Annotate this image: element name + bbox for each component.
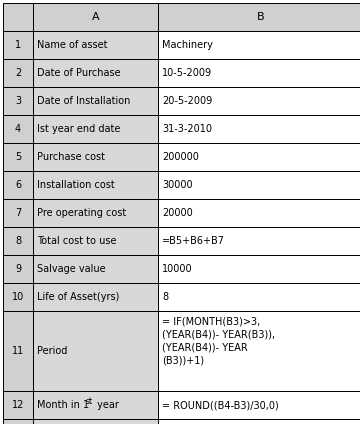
Bar xyxy=(158,59,360,87)
Text: Machinery: Machinery xyxy=(162,40,213,50)
Text: Period: Period xyxy=(37,346,67,356)
Bar xyxy=(33,199,158,227)
Text: 10000: 10000 xyxy=(162,264,193,274)
Bar xyxy=(3,391,33,419)
Bar xyxy=(33,115,158,143)
Text: Month in 1: Month in 1 xyxy=(37,400,89,410)
Bar xyxy=(3,311,33,391)
Bar xyxy=(158,87,360,115)
Text: Life of Asset(yrs): Life of Asset(yrs) xyxy=(37,292,120,302)
Text: 20-5-2009: 20-5-2009 xyxy=(162,96,212,106)
Text: 30000: 30000 xyxy=(162,180,193,190)
Text: 11: 11 xyxy=(12,346,24,356)
Text: = IF(MONTH(B3)>3,
(YEAR(B4))- YEAR(B3)),
(YEAR(B4))- YEAR
(B3))+1): = IF(MONTH(B3)>3, (YEAR(B4))- YEAR(B3)),… xyxy=(162,317,275,365)
Text: 12: 12 xyxy=(12,400,24,410)
Text: Date of Purchase: Date of Purchase xyxy=(37,68,121,78)
Bar xyxy=(33,59,158,87)
Text: 20000: 20000 xyxy=(162,208,193,218)
Bar xyxy=(33,391,158,419)
Bar xyxy=(33,31,158,59)
Bar xyxy=(158,391,360,419)
Text: year: year xyxy=(94,400,119,410)
Bar xyxy=(158,255,360,283)
Bar xyxy=(158,227,360,255)
Bar xyxy=(3,419,33,424)
Bar xyxy=(3,59,33,87)
Text: 2: 2 xyxy=(15,68,21,78)
Bar xyxy=(33,171,158,199)
Bar xyxy=(158,283,360,311)
Bar xyxy=(3,115,33,143)
Bar xyxy=(3,227,33,255)
Bar xyxy=(3,3,33,31)
Text: 5: 5 xyxy=(15,152,21,162)
Text: Ist year end date: Ist year end date xyxy=(37,124,120,134)
Bar xyxy=(3,255,33,283)
Text: 200000: 200000 xyxy=(162,152,199,162)
Bar xyxy=(158,171,360,199)
Bar xyxy=(33,143,158,171)
Text: 8: 8 xyxy=(162,292,168,302)
Bar xyxy=(33,87,158,115)
Text: Salvage value: Salvage value xyxy=(37,264,105,274)
Bar xyxy=(158,31,360,59)
Bar xyxy=(33,255,158,283)
Bar xyxy=(158,419,360,424)
Bar xyxy=(158,143,360,171)
Bar xyxy=(158,3,360,31)
Text: 8: 8 xyxy=(15,236,21,246)
Text: Pre operating cost: Pre operating cost xyxy=(37,208,126,218)
Text: Date of Installation: Date of Installation xyxy=(37,96,130,106)
Text: 10: 10 xyxy=(12,292,24,302)
Bar xyxy=(3,87,33,115)
Bar xyxy=(158,311,360,391)
Text: = ROUND((B4-B3)/30,0): = ROUND((B4-B3)/30,0) xyxy=(162,400,279,410)
Text: 10-5-2009: 10-5-2009 xyxy=(162,68,212,78)
Text: Name of asset: Name of asset xyxy=(37,40,108,50)
Bar xyxy=(33,227,158,255)
Text: st: st xyxy=(86,396,93,405)
Bar xyxy=(3,171,33,199)
Bar xyxy=(158,115,360,143)
Bar xyxy=(33,311,158,391)
Bar xyxy=(3,283,33,311)
Text: Installation cost: Installation cost xyxy=(37,180,115,190)
Text: 9: 9 xyxy=(15,264,21,274)
Text: 7: 7 xyxy=(15,208,21,218)
Text: 31-3-2010: 31-3-2010 xyxy=(162,124,212,134)
Bar xyxy=(3,31,33,59)
Bar xyxy=(33,283,158,311)
Bar xyxy=(33,3,158,31)
Text: A: A xyxy=(92,12,99,22)
Bar xyxy=(3,199,33,227)
Text: =B5+B6+B7: =B5+B6+B7 xyxy=(162,236,225,246)
Text: 3: 3 xyxy=(15,96,21,106)
Text: 1: 1 xyxy=(15,40,21,50)
Bar xyxy=(3,143,33,171)
Text: B: B xyxy=(257,12,264,22)
Text: 4: 4 xyxy=(15,124,21,134)
Text: Total cost to use: Total cost to use xyxy=(37,236,117,246)
Text: 6: 6 xyxy=(15,180,21,190)
Text: Purchase cost: Purchase cost xyxy=(37,152,105,162)
Bar xyxy=(33,419,158,424)
Bar xyxy=(158,199,360,227)
